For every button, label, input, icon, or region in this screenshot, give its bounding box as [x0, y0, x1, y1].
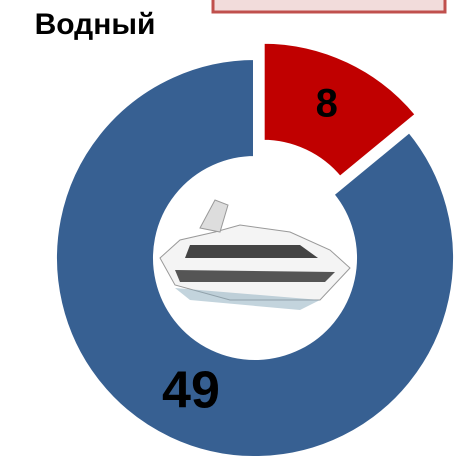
- data-label: 8: [316, 82, 338, 126]
- chart: Водный 8 49: [0, 0, 458, 456]
- data-label: 49: [162, 361, 220, 419]
- header-box: [213, 0, 445, 12]
- chart-title: Водный: [35, 8, 156, 41]
